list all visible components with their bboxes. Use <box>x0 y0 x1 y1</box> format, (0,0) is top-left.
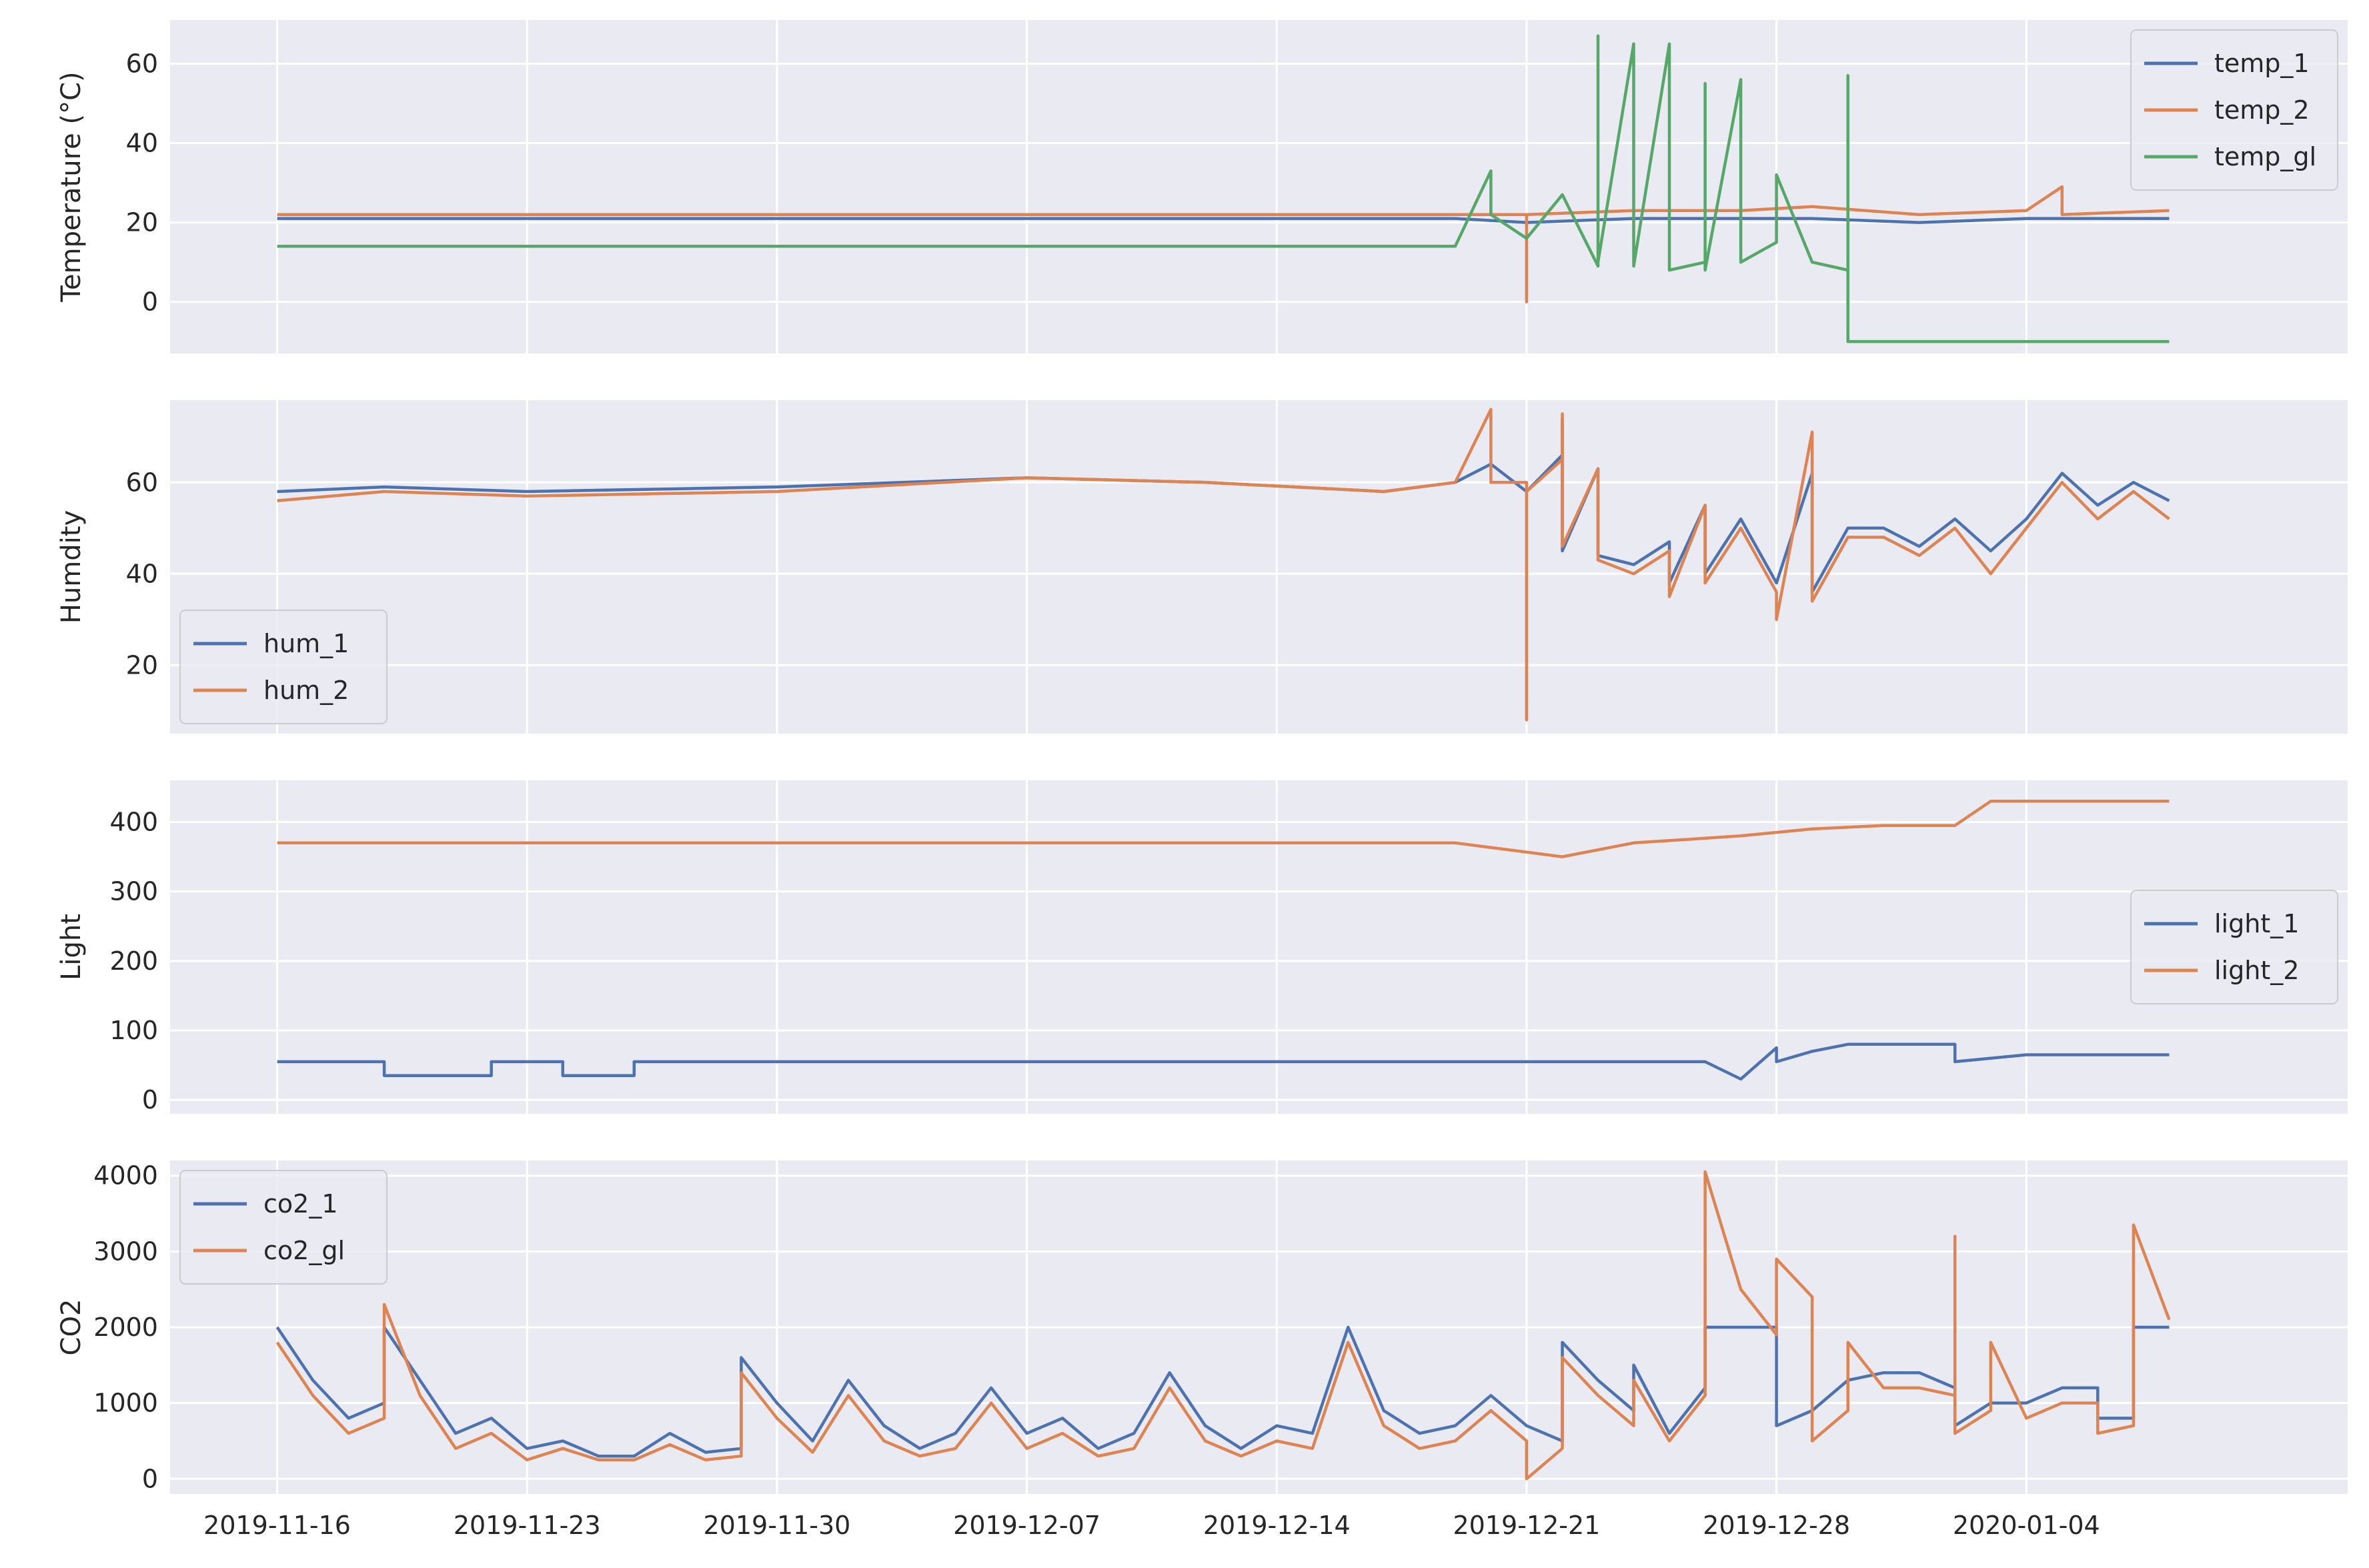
series-line-light_1 <box>277 1042 2170 1081</box>
y-tick-label: 0 <box>142 1085 158 1114</box>
y-tick-label: 400 <box>109 808 158 837</box>
plot-area <box>170 780 2348 1114</box>
x-tick-label: 2019-12-21 <box>1453 1511 1601 1540</box>
legend: light_1 light_2 <box>2130 890 2338 1004</box>
panel-4: 0 1000 2000 3000 4000 CO2 co2_1 co2_gl <box>56 1160 2348 1494</box>
series-line-co2_1 <box>275 1325 2170 1458</box>
x-tick-label: 2019-12-14 <box>1203 1511 1351 1540</box>
y-axis-label: Light <box>56 914 87 980</box>
y-tick-label: 40 <box>126 129 158 158</box>
x-tick-label: 2019-11-16 <box>203 1511 351 1540</box>
series-line-light_2 <box>277 800 2170 858</box>
y-tick-label: 0 <box>142 287 158 317</box>
y-tick-label: 20 <box>126 208 158 237</box>
y-tick-label: 3000 <box>93 1237 158 1266</box>
y-tick-label: 40 <box>126 559 158 588</box>
x-tick-label: 2019-12-28 <box>1703 1511 1850 1540</box>
plot-area <box>170 20 2348 353</box>
y-axis-label: Temperature (°C) <box>56 71 87 302</box>
series-line-temp_gl <box>277 34 2170 343</box>
series-line-temp_2 <box>277 185 2170 303</box>
legend: hum_1 hum_2 <box>179 610 387 724</box>
legend-label: light_2 <box>2214 956 2299 985</box>
x-tick-label: 2019-11-23 <box>454 1511 601 1540</box>
legend: co2_1 co2_gl <box>179 1170 387 1285</box>
legend: temp_1 temp_2 temp_gl <box>2130 29 2338 191</box>
y-tick-label: 60 <box>126 49 158 78</box>
y-tick-label: 1000 <box>93 1389 158 1418</box>
panel-2: 20 40 60 Humdity hum_1 hum_2 <box>56 400 2348 734</box>
legend-label: temp_2 <box>2214 95 2310 125</box>
series-line-co2_gl <box>275 1170 2171 1481</box>
legend-box <box>179 1170 387 1285</box>
y-tick-label: 4000 <box>93 1161 158 1191</box>
legend-label: co2_1 <box>263 1189 338 1219</box>
y-tick-label: 60 <box>126 468 158 497</box>
legend-label: temp_gl <box>2214 142 2316 171</box>
y-tick-label: 0 <box>142 1464 158 1493</box>
legend-box <box>2130 29 2338 191</box>
series-line-hum_2 <box>277 408 2170 722</box>
y-axis-label: CO2 <box>56 1299 87 1356</box>
y-tick-label: 100 <box>109 1016 158 1045</box>
y-tick-label: 300 <box>109 877 158 906</box>
y-tick-label: 2000 <box>93 1313 158 1342</box>
x-tick-label: 2019-11-30 <box>703 1511 850 1540</box>
legend-label: co2_gl <box>263 1236 345 1265</box>
legend-label: temp_1 <box>2214 49 2310 78</box>
legend-box <box>2130 890 2338 1004</box>
y-tick-label: 200 <box>109 946 158 976</box>
y-tick-label: 20 <box>126 650 158 680</box>
x-tick-label: 2019-12-07 <box>953 1511 1100 1540</box>
legend-label: hum_2 <box>263 676 349 705</box>
legend-label: light_1 <box>2214 909 2299 938</box>
y-axis-label: Humdity <box>56 510 87 624</box>
legend-box <box>179 610 387 724</box>
panel-3: 0 100 200 300 400 Light light_1 light_2 <box>56 780 2348 1114</box>
x-tick-label: 2020-01-04 <box>1953 1511 2100 1540</box>
legend-label: hum_1 <box>263 629 349 658</box>
plot-area <box>170 400 2348 734</box>
